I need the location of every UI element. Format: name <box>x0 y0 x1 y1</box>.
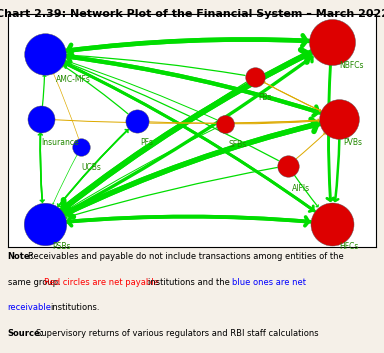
Text: PFs: PFs <box>141 138 153 146</box>
Point <box>285 163 291 168</box>
Text: NBFCs: NBFCs <box>339 61 364 70</box>
Text: SFBs: SFBs <box>229 140 247 149</box>
Point <box>329 39 335 45</box>
Text: UCBs: UCBs <box>81 163 101 172</box>
Text: institutions.: institutions. <box>51 303 100 312</box>
Text: same group.: same group. <box>8 278 60 287</box>
Text: AMC-MFs: AMC-MFs <box>56 75 91 84</box>
Text: FBs: FBs <box>258 93 272 102</box>
Text: Insurance: Insurance <box>41 138 78 146</box>
Text: institutions and the: institutions and the <box>148 278 230 287</box>
Text: Supervisory returns of various regulators and RBI staff calculations: Supervisory returns of various regulator… <box>36 329 319 337</box>
Text: Receivables and payable do not include transactions among entities of the: Receivables and payable do not include t… <box>28 252 343 261</box>
Point <box>252 74 258 80</box>
Text: receivable: receivable <box>8 303 52 312</box>
Point <box>41 51 48 56</box>
Point <box>78 144 84 150</box>
Text: Note:: Note: <box>8 252 34 261</box>
Text: PVBs: PVBs <box>343 138 362 146</box>
Text: Red circles are net payable: Red circles are net payable <box>44 278 159 287</box>
Text: Chart 2.39: Network Plot of the Financial System – March 2022: Chart 2.39: Network Plot of the Financia… <box>0 9 384 19</box>
Point <box>41 221 48 227</box>
Text: blue ones are net: blue ones are net <box>232 278 306 287</box>
Point <box>336 116 343 122</box>
Point <box>38 116 44 122</box>
Text: AIFIs: AIFIs <box>291 184 310 193</box>
Point <box>134 119 140 124</box>
Text: HFCs: HFCs <box>339 243 359 251</box>
Point <box>329 221 335 227</box>
Point <box>222 121 228 126</box>
Text: PSBs: PSBs <box>52 243 70 251</box>
Text: Source:: Source: <box>8 329 44 337</box>
